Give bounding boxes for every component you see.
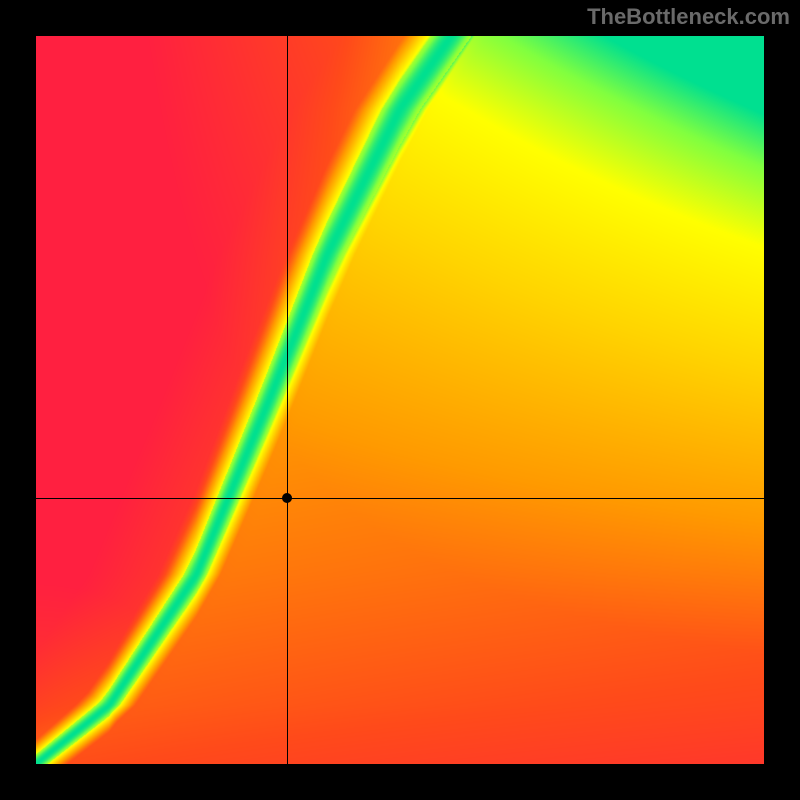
data-point-marker: [282, 493, 292, 503]
heatmap-canvas: [36, 36, 764, 764]
crosshair-vertical: [287, 36, 288, 764]
plot-area: [36, 36, 764, 764]
watermark-text: TheBottleneck.com: [587, 4, 790, 30]
crosshair-horizontal: [36, 498, 764, 499]
chart-container: TheBottleneck.com: [0, 0, 800, 800]
